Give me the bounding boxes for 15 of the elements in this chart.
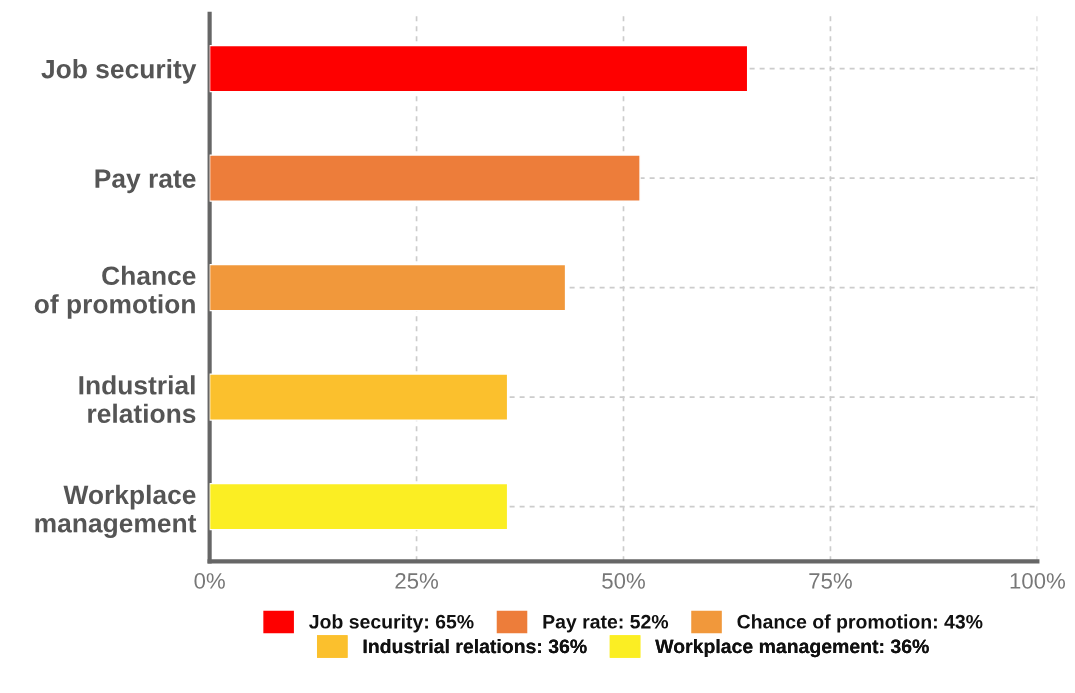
x-tick-label: 100% (1010, 573, 1065, 589)
x-tick-label: 75% (809, 573, 852, 589)
x-tick-label: 25% (395, 573, 439, 589)
x-tick-label: 0% (194, 573, 225, 589)
legend-label: Industrial relations: 36% (363, 638, 587, 654)
y-tick-label: Job security (41, 59, 197, 84)
y-tick-label: Pay rate (95, 169, 196, 194)
legend-label: Pay rate: 52% (543, 614, 669, 633)
legend-label: Job security: 65% (309, 614, 474, 633)
y-tick-label: Industrial relations (79, 375, 196, 424)
y-tick-label: Workplace management (35, 484, 197, 538)
legend-label: Chance of promotion: 43% (737, 614, 983, 633)
legend-label: Workplace management: 36% (655, 638, 929, 658)
y-tick-label: Chance of promotion (34, 265, 196, 319)
x-tick-label: 50% (602, 573, 645, 589)
